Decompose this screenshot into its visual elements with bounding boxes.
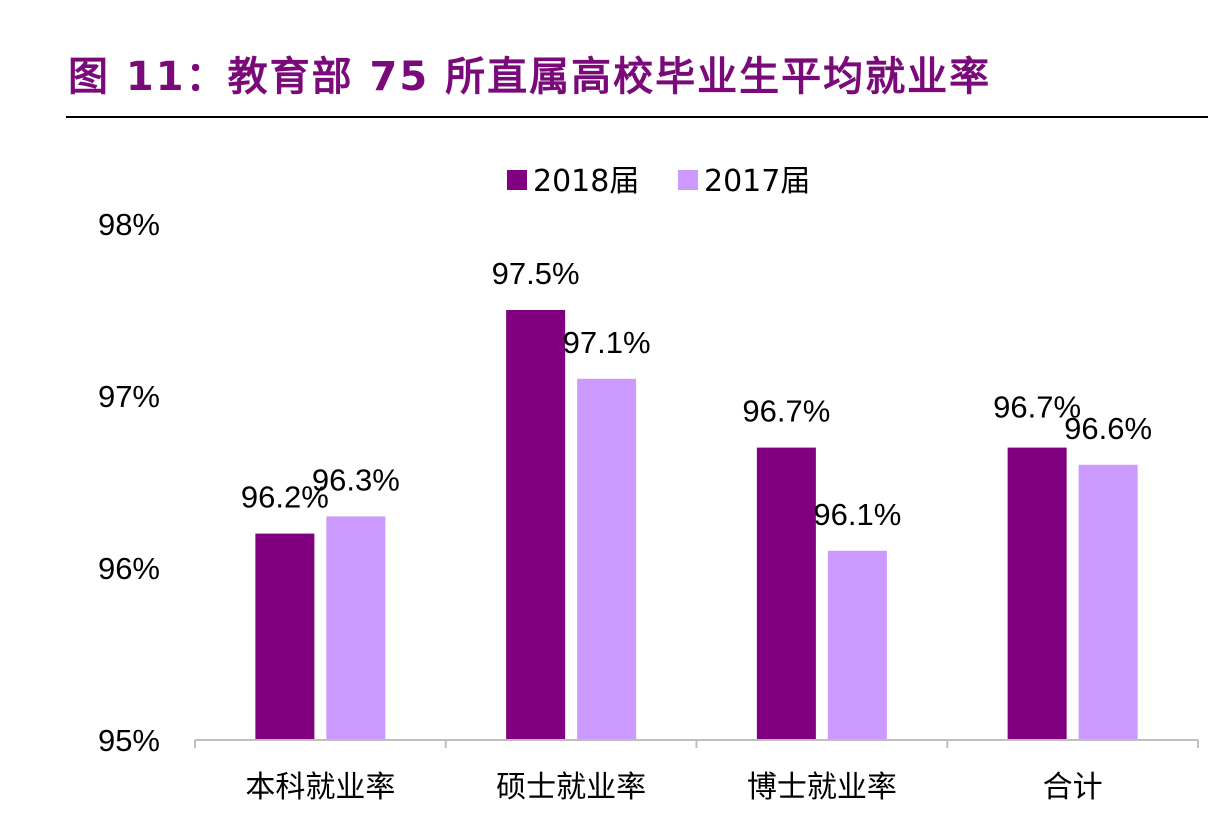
legend-swatch (507, 170, 527, 190)
figure-title: 图 11：教育部 75 所直属高校毕业生平均就业率 (68, 54, 992, 100)
bar-2017 (326, 516, 386, 740)
data-label: 96.3% (312, 462, 400, 497)
y-axis: 95% 96% 97% 98% (98, 207, 160, 758)
data-label: 96.1% (813, 497, 901, 532)
legend-label: 2017届 (704, 164, 810, 199)
bar-2017 (577, 378, 637, 740)
data-label: 97.5% (492, 256, 580, 291)
bars (255, 310, 1138, 740)
data-labels: 96.2%96.3%97.5%97.1%96.7%96.1%96.7%96.6% (241, 256, 1152, 532)
y-tick-label: 95% (98, 723, 160, 758)
data-label: 97.1% (563, 325, 651, 360)
y-tick-label: 96% (98, 551, 160, 586)
y-tick-label: 98% (98, 207, 160, 242)
x-category-label: 硕士就业率 (496, 770, 646, 805)
bar-2018 (506, 310, 566, 740)
bar-2018 (756, 447, 816, 740)
legend: 2018届 2017届 (507, 164, 810, 199)
x-category-label: 博士就业率 (747, 770, 897, 805)
x-category-label: 合计 (1043, 770, 1103, 805)
data-label: 96.2% (241, 480, 329, 515)
legend-label: 2018届 (533, 164, 639, 199)
x-category-label: 本科就业率 (245, 770, 395, 805)
data-label: 96.7% (742, 394, 830, 429)
x-axis: 本科就业率 硕士就业率 博士就业率 合计 (194, 739, 1199, 805)
legend-swatch (678, 170, 698, 190)
data-label: 96.7% (993, 390, 1081, 425)
bar-2017 (827, 550, 887, 740)
data-label: 96.6% (1064, 411, 1152, 446)
y-tick-label: 97% (98, 379, 160, 414)
bar-2018 (1007, 447, 1067, 740)
bar-2017 (1078, 464, 1138, 740)
bar-2018 (255, 533, 315, 740)
title-divider (66, 116, 1208, 118)
